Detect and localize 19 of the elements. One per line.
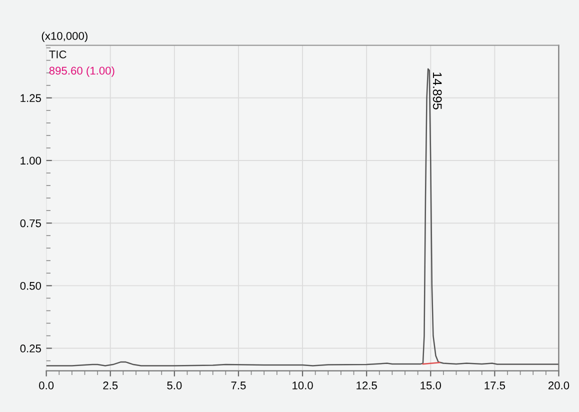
line-series	[46, 68, 559, 366]
annotation: 895.60 (1.00)	[49, 66, 114, 77]
y-tick-label: 0.25	[20, 344, 41, 352]
y-tick-label: 1.25	[20, 94, 41, 102]
x-tick-label: 0.0	[39, 382, 54, 390]
y-tick-label: 0.50	[20, 282, 42, 290]
annotation: TIC	[49, 50, 66, 58]
x-tick-label: 20.0	[548, 382, 570, 390]
x-tick-label: 10.0	[292, 382, 313, 390]
x-tick-label: 12.5	[356, 382, 377, 390]
x-tick-label: 17.5	[484, 382, 506, 390]
y-axis-title: (x10,000)	[42, 32, 88, 42]
x-tick-label: 2.5	[103, 382, 118, 390]
x-tick-label: 7.5	[231, 382, 246, 390]
annotation: 14.895	[432, 72, 442, 110]
y-tick-label: 0.75	[20, 219, 41, 228]
x-tick-label: 15.0	[420, 382, 442, 390]
x-tick-label: 5.0	[167, 382, 182, 390]
y-tick-label: 1.00	[20, 156, 42, 165]
